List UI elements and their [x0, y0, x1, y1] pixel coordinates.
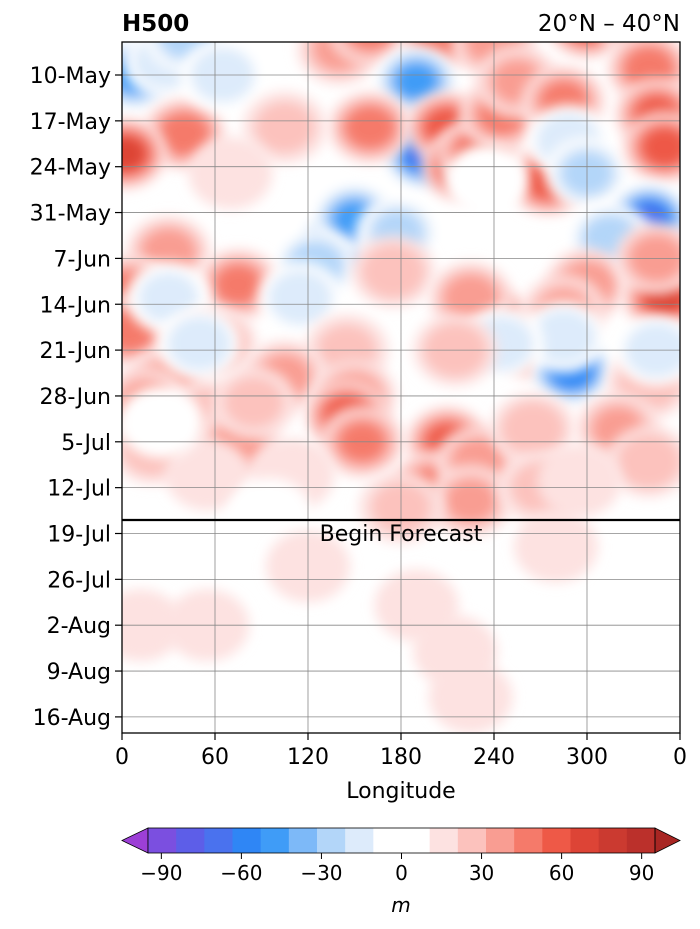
colorbar-bin — [317, 828, 346, 853]
y-tick-label: 17-May — [30, 110, 111, 135]
anomaly-blob — [188, 137, 273, 210]
anomaly-blob — [328, 91, 412, 164]
anomaly-blob — [242, 91, 327, 164]
anomaly-blob — [537, 445, 622, 518]
colorbar-tick-label: 30 — [469, 861, 494, 885]
y-tick-label: 10-May — [30, 64, 111, 89]
anomaly-blob — [258, 261, 343, 334]
y-tick-label: 2-Aug — [47, 614, 111, 639]
title-right: 20°N – 40°N — [538, 11, 680, 37]
x-tick-label: 60 — [201, 745, 229, 770]
colorbar-bin — [486, 828, 515, 853]
colorbar: −90 −60 −30 0 30 60 90 — [121, 827, 681, 885]
y-axis: 10-May 17-May 24-May 31-May 7-Jun 14-Jun 21-Ju… — [30, 64, 122, 731]
forecast-annotation: Begin Forecast — [320, 522, 483, 547]
x-axis-label: Longitude — [346, 779, 455, 804]
y-tick-label: 12-Jul — [47, 477, 111, 502]
colorbar-tick-label: −90 — [140, 861, 182, 885]
colorbar-bin — [260, 828, 290, 853]
anomaly-blob — [122, 386, 203, 459]
colorbar-extend-min — [121, 827, 149, 854]
colorbar-bin — [176, 828, 205, 853]
anomaly-blob — [490, 392, 575, 465]
y-tick-label: 21-Jun — [39, 339, 111, 364]
colorbar-extend-max — [654, 827, 681, 854]
colorbar-bin — [626, 828, 656, 853]
y-tick-label: 14-Jun — [39, 293, 111, 318]
colorbar-bin — [570, 828, 600, 853]
y-tick-label: 31-May — [30, 202, 111, 227]
colorbar-label: m — [391, 893, 410, 917]
y-tick-label: 24-May — [30, 156, 111, 181]
colorbar-bin — [345, 828, 374, 853]
colorbar-tick-label: 0 — [395, 861, 408, 885]
colorbar-tick-label: 60 — [549, 861, 574, 885]
y-tick-label: 28-Jun — [39, 385, 111, 410]
colorbar-bin — [457, 828, 487, 853]
anomaly-blob — [374, 45, 459, 118]
anomaly-blob — [211, 366, 296, 439]
y-tick-label: 5-Jul — [61, 431, 111, 456]
colorbar-bin — [148, 828, 177, 853]
anomaly-blob — [607, 425, 680, 498]
y-tick-label: 19-Jul — [47, 523, 111, 548]
x-tick-label: 300 — [566, 745, 608, 770]
colorbar-bin — [232, 828, 262, 853]
anomaly-blob — [428, 661, 513, 733]
anomaly-blob — [351, 235, 436, 308]
x-tick-label: 0 — [673, 745, 687, 770]
x-axis: 0 60 120 180 240 300 0 — [115, 733, 687, 770]
colorbar-bin — [514, 828, 543, 853]
colorbar-tick-label: 90 — [629, 861, 654, 885]
anomaly-blob — [165, 438, 250, 511]
anomaly-blob — [428, 464, 513, 537]
colorbar-bin — [429, 828, 459, 853]
anomaly-blob — [330, 42, 410, 66]
anomaly-blob — [521, 301, 606, 373]
anomaly-blob — [157, 307, 242, 380]
colorbar-bin — [401, 828, 431, 853]
anomaly-blob — [196, 248, 281, 321]
colorbar-bin — [204, 828, 233, 853]
colorbar-bin — [598, 828, 628, 853]
colorbar-tick-label: −60 — [220, 861, 262, 885]
x-tick-label: 240 — [473, 745, 515, 770]
anomaly-blob — [122, 117, 168, 190]
y-tick-label: 9-Aug — [47, 660, 111, 685]
anomaly-blob — [514, 510, 598, 583]
x-tick-label: 180 — [380, 745, 422, 770]
anomaly-blob — [444, 143, 529, 216]
colorbar-bin — [542, 828, 571, 853]
y-tick-label: 7-Jun — [53, 247, 111, 272]
x-tick-label: 120 — [287, 745, 329, 770]
title-left: H500 — [122, 11, 189, 37]
anomaly-blob — [622, 111, 680, 184]
x-tick-label: 0 — [115, 745, 129, 770]
y-tick-label: 16-Aug — [33, 706, 111, 731]
y-tick-label: 26-Jul — [47, 568, 111, 593]
colorbar-tick-label: −30 — [300, 861, 342, 885]
anomaly-blob — [227, 477, 312, 550]
colorbar-bin — [288, 828, 318, 853]
colorbar-bin — [373, 828, 402, 853]
